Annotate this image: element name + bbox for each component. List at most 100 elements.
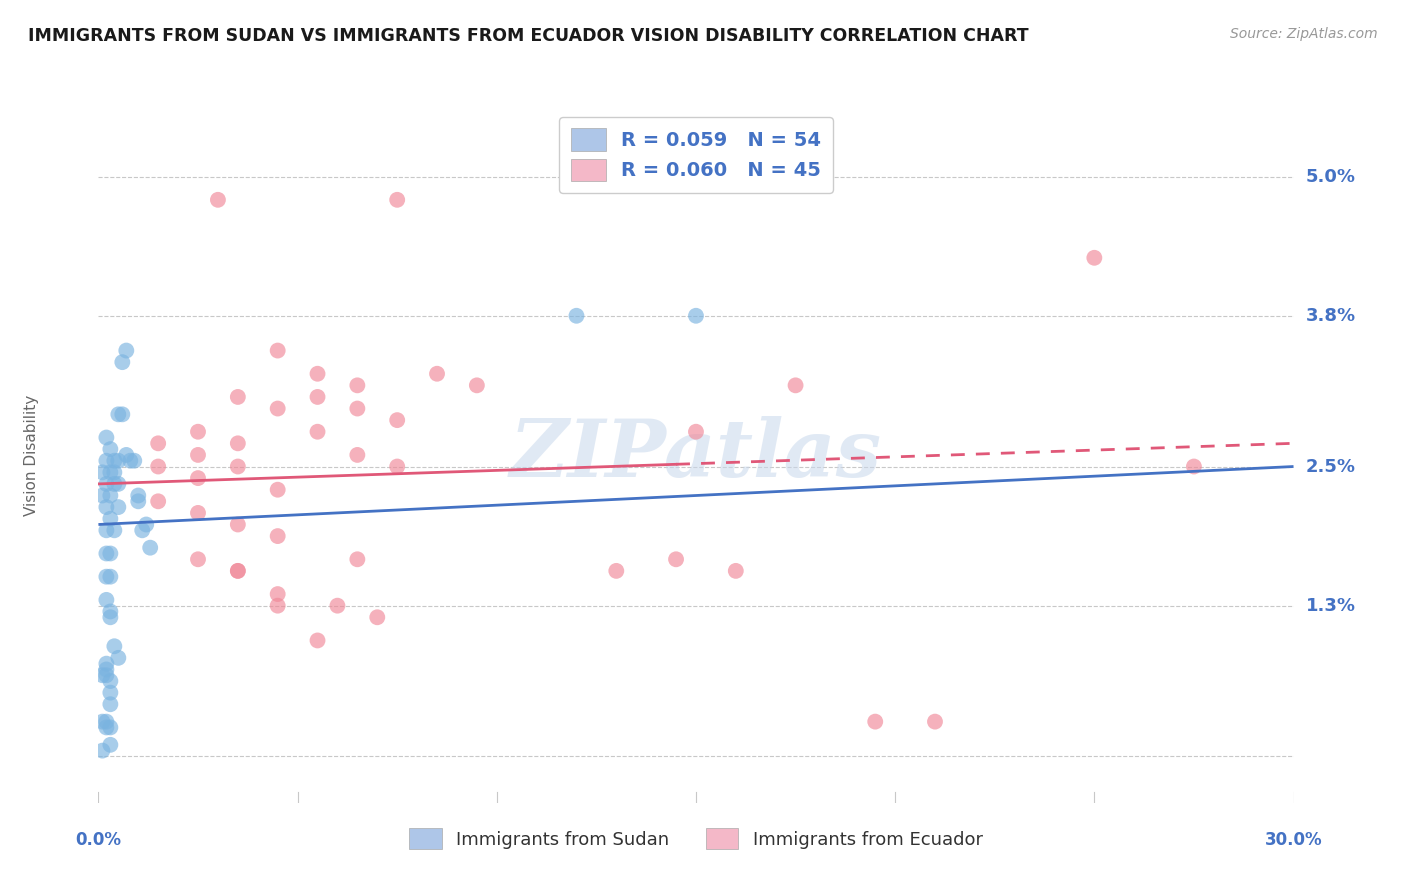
Point bbox=[103, 453, 125, 467]
Point bbox=[346, 552, 368, 566]
Text: Source: ZipAtlas.com: Source: ZipAtlas.com bbox=[1230, 27, 1378, 41]
Point bbox=[98, 721, 122, 735]
Point bbox=[207, 193, 229, 207]
Point bbox=[226, 517, 249, 532]
Point bbox=[96, 668, 118, 682]
Point bbox=[267, 343, 290, 358]
Point bbox=[107, 407, 129, 422]
Point bbox=[863, 714, 886, 729]
Point bbox=[120, 453, 142, 467]
Legend: Immigrants from Sudan, Immigrants from Ecuador: Immigrants from Sudan, Immigrants from E… bbox=[398, 817, 994, 860]
Point bbox=[267, 587, 290, 601]
Point bbox=[96, 721, 118, 735]
Point bbox=[98, 674, 122, 689]
Point bbox=[91, 489, 114, 503]
Point bbox=[187, 448, 209, 462]
Point bbox=[307, 633, 329, 648]
Point bbox=[98, 698, 122, 712]
Text: 1.3%: 1.3% bbox=[1305, 597, 1355, 615]
Point bbox=[98, 489, 122, 503]
Point bbox=[115, 343, 138, 358]
Point bbox=[139, 541, 162, 555]
Point bbox=[385, 193, 409, 207]
Point bbox=[366, 610, 388, 624]
Point bbox=[96, 546, 118, 561]
Point bbox=[103, 466, 125, 480]
Point bbox=[96, 431, 118, 445]
Point bbox=[665, 552, 688, 566]
Point bbox=[148, 494, 170, 508]
Point bbox=[96, 592, 118, 607]
Text: Vision Disability: Vision Disability bbox=[24, 394, 39, 516]
Point bbox=[685, 309, 707, 323]
Point bbox=[187, 425, 209, 439]
Point bbox=[267, 483, 290, 497]
Point bbox=[111, 355, 134, 369]
Point bbox=[103, 523, 125, 537]
Point bbox=[96, 570, 118, 584]
Text: 5.0%: 5.0% bbox=[1305, 168, 1355, 186]
Point bbox=[385, 413, 409, 427]
Point bbox=[107, 651, 129, 665]
Text: ZIPatlas: ZIPatlas bbox=[510, 417, 882, 493]
Point bbox=[98, 738, 122, 752]
Point bbox=[148, 459, 170, 474]
Point bbox=[98, 511, 122, 525]
Point bbox=[98, 466, 122, 480]
Point bbox=[267, 599, 290, 613]
Point bbox=[187, 552, 209, 566]
Text: 3.8%: 3.8% bbox=[1305, 307, 1355, 325]
Point bbox=[724, 564, 747, 578]
Point bbox=[1182, 459, 1205, 474]
Point bbox=[96, 453, 118, 467]
Point bbox=[187, 506, 209, 520]
Point bbox=[346, 401, 368, 416]
Point bbox=[91, 668, 114, 682]
Point bbox=[131, 523, 153, 537]
Point bbox=[124, 453, 146, 467]
Point bbox=[226, 564, 249, 578]
Point bbox=[96, 523, 118, 537]
Point bbox=[187, 471, 209, 485]
Point bbox=[346, 448, 368, 462]
Point bbox=[267, 401, 290, 416]
Point bbox=[148, 436, 170, 450]
Point bbox=[1083, 251, 1105, 265]
Point bbox=[96, 500, 118, 514]
Point bbox=[91, 466, 114, 480]
Point bbox=[103, 476, 125, 491]
Point bbox=[924, 714, 946, 729]
Point bbox=[785, 378, 807, 392]
Point bbox=[91, 714, 114, 729]
Point bbox=[103, 639, 125, 653]
Point bbox=[605, 564, 627, 578]
Point bbox=[426, 367, 449, 381]
Point bbox=[267, 529, 290, 543]
Point bbox=[111, 407, 134, 422]
Point bbox=[307, 367, 329, 381]
Point bbox=[107, 453, 129, 467]
Text: 0.0%: 0.0% bbox=[76, 830, 121, 848]
Point bbox=[565, 309, 588, 323]
Point bbox=[127, 494, 149, 508]
Point bbox=[226, 436, 249, 450]
Point bbox=[685, 425, 707, 439]
Point bbox=[115, 448, 138, 462]
Point bbox=[98, 442, 122, 457]
Point bbox=[226, 390, 249, 404]
Text: 30.0%: 30.0% bbox=[1265, 830, 1322, 848]
Point bbox=[98, 546, 122, 561]
Point bbox=[98, 685, 122, 699]
Point bbox=[107, 476, 129, 491]
Point bbox=[385, 459, 409, 474]
Point bbox=[135, 517, 157, 532]
Point bbox=[98, 605, 122, 619]
Point bbox=[127, 489, 149, 503]
Point bbox=[96, 662, 118, 676]
Point bbox=[346, 378, 368, 392]
Text: IMMIGRANTS FROM SUDAN VS IMMIGRANTS FROM ECUADOR VISION DISABILITY CORRELATION C: IMMIGRANTS FROM SUDAN VS IMMIGRANTS FROM… bbox=[28, 27, 1029, 45]
Point bbox=[465, 378, 488, 392]
Point bbox=[326, 599, 349, 613]
Point bbox=[96, 476, 118, 491]
Point bbox=[96, 657, 118, 671]
